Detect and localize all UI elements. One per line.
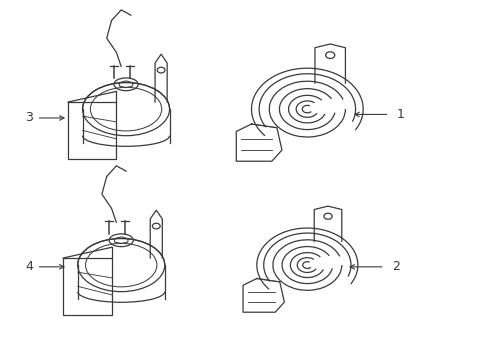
Text: 2: 2 [391, 260, 399, 273]
Text: 3: 3 [25, 112, 33, 125]
Text: 1: 1 [396, 108, 404, 121]
Bar [63, 258, 111, 315]
Bar [68, 102, 116, 159]
Text: 4: 4 [25, 260, 33, 273]
